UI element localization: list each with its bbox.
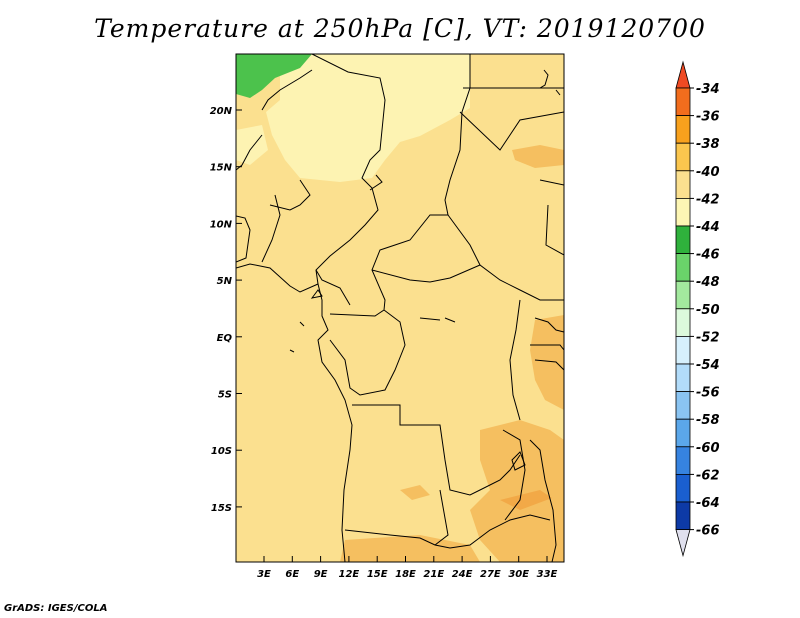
lon-label: 3E [257, 569, 271, 580]
grads-credit: GrADS: IGES/COLA [4, 603, 108, 614]
lat-label: 5S [218, 390, 232, 401]
colorbar-swatch [675, 280, 691, 310]
lat-label: EQ [217, 333, 233, 344]
lon-label: 30E [508, 569, 529, 580]
country-borders [236, 54, 564, 562]
colorbar-swatch [675, 501, 691, 531]
colorbar-swatch [675, 115, 691, 144]
colorbar-swatch [675, 418, 691, 448]
colorbar-label: -56 [696, 386, 720, 401]
green-temperature-patch [236, 54, 312, 98]
lon-label: 27E [480, 569, 501, 580]
colorbar-label: -64 [696, 496, 720, 511]
colorbar-top-arrow [675, 60, 691, 89]
lon-label: 21E [423, 569, 444, 580]
colorbar-label: -34 [696, 82, 720, 97]
lat-label: 15N [210, 163, 233, 174]
lon-label: 33E [537, 569, 558, 580]
colorbar-bottom-arrow [675, 529, 691, 558]
colorbar-label: -54 [696, 358, 720, 373]
orange-patch-south [340, 535, 480, 562]
colorbar-label: -62 [696, 468, 720, 483]
colorbar-swatch [675, 197, 691, 227]
colorbar-label: -38 [696, 137, 720, 152]
colorbar-swatch [675, 473, 691, 503]
lat-label: 5N [217, 276, 233, 287]
colorbar-swatch [675, 225, 691, 255]
colorbar-swatch [675, 391, 691, 420]
lon-label: 9E [314, 569, 328, 580]
colorbar-swatch [675, 170, 691, 199]
colorbar-swatch [675, 253, 691, 282]
lat-label: 10S [211, 446, 232, 457]
chart-title: Temperature at 250hPa [C], VT: 201912070… [94, 14, 706, 43]
colorbar-label: -44 [696, 220, 720, 235]
lat-label: 15S [211, 503, 232, 514]
light-temperature-region [266, 54, 470, 182]
lon-label: 6E [285, 569, 299, 580]
colorbar-label: -66 [696, 524, 720, 539]
dark-orange-streak [500, 490, 552, 510]
light-temperature-region-west [236, 125, 268, 165]
orange-patch-small [400, 485, 430, 500]
colorbar-swatch [675, 87, 691, 117]
longitude-axis: 3E 6E 9E 12E 15E 18E 21E 24E 27E 30E 33E [257, 556, 558, 580]
latitude-axis: 20N 15N 10N 5N EQ 5S 10S 15S [210, 106, 242, 514]
colorbar-label: -50 [696, 303, 720, 318]
colorbar-label: -46 [696, 248, 720, 263]
colorbar-swatch [675, 446, 691, 475]
map-field [236, 54, 564, 562]
colorbar-label: -42 [696, 192, 720, 207]
colorbar-label: -58 [696, 413, 720, 428]
colorbar-label: -36 [696, 110, 720, 125]
map-frame [235, 53, 565, 563]
orange-patch-east [512, 145, 564, 168]
colorbar-swatch [675, 308, 691, 337]
colorbar-label: -52 [696, 330, 720, 345]
lon-label: 18E [395, 569, 416, 580]
colorbar-label: -40 [696, 165, 720, 180]
lon-label: 24E [452, 569, 473, 580]
lat-label: 10N [210, 219, 233, 230]
colorbar-label: -60 [696, 441, 720, 456]
lon-label: 15E [367, 569, 388, 580]
colorbar-swatch [675, 142, 691, 172]
lon-label: 12E [339, 569, 360, 580]
colorbar-swatch [675, 335, 691, 365]
colorbar-swatch [675, 363, 691, 393]
lat-label: 20N [210, 106, 233, 117]
colorbar: -34 -36 -38 -40 -42 -44 -46 -48 -50 -52 -54 -56 -58 -… [675, 60, 720, 558]
orange-patch-lakes [530, 315, 564, 410]
colorbar-label: -48 [696, 275, 720, 290]
